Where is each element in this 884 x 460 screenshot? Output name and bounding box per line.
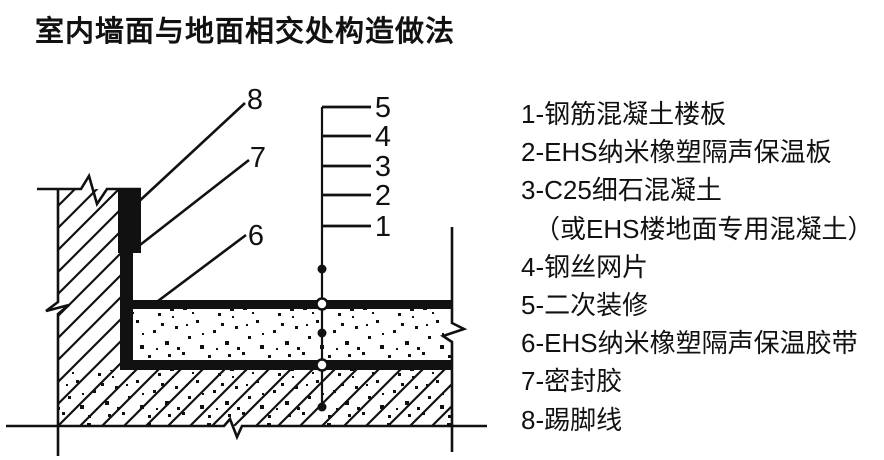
layer-marker-ring-mesh xyxy=(315,297,329,311)
ladder-label-2: 2 xyxy=(375,180,391,212)
legend-item-5: 5-二次装修 xyxy=(521,290,649,321)
wall-floor-section-diagram: 8 7 6 5 4 3 2 1 xyxy=(6,84,487,456)
skirting-board xyxy=(118,188,141,253)
callout-labels: 8 7 6 5 4 3 2 1 xyxy=(247,84,391,252)
insulation-tape-strip xyxy=(120,253,133,365)
callout-label-8: 8 xyxy=(247,84,263,116)
legend-item-7: 7-密封胶 xyxy=(521,366,623,397)
legend-item-1: 1-钢筋混凝土楼板 xyxy=(521,99,727,129)
layer-marker-ring-board xyxy=(315,358,329,372)
wall-top-edge-with-break xyxy=(37,172,141,208)
ladder-label-4: 4 xyxy=(375,121,391,153)
concrete-slab-layer xyxy=(58,370,452,426)
legend-item-3-note: （或EHS楼地面专用混凝土） xyxy=(534,213,874,244)
right-cut-edge-with-break xyxy=(440,227,468,452)
legend-item-8: 8-踢脚线 xyxy=(521,404,623,435)
c25-concrete-layer xyxy=(132,309,452,360)
wall-hatch-fill xyxy=(58,189,120,370)
leader-line-tape xyxy=(157,233,247,303)
legend-item-3: 3-C25细石混凝土 xyxy=(521,175,722,206)
ladder-label-5: 5 xyxy=(375,92,391,124)
insulation-board-layer xyxy=(120,360,452,370)
layer-marker-dot-c25 xyxy=(317,328,327,338)
floor-finish-layer xyxy=(132,300,452,309)
layer-marker-dot-finish xyxy=(317,264,327,274)
slab-bottom-edge-with-break xyxy=(6,416,487,441)
leader-line-sealant xyxy=(130,158,250,254)
layer-callout-ladder xyxy=(315,105,371,412)
leader-line-skirting xyxy=(133,102,246,207)
legend-item-2: 2-EHS纳米橡塑隔声保温板 xyxy=(521,137,832,168)
page-title: 室内墙面与地面相交处构造做法 xyxy=(35,16,456,48)
callout-label-6: 6 xyxy=(248,220,264,252)
ladder-label-1: 1 xyxy=(375,211,391,243)
layer-marker-dot-slab xyxy=(317,402,327,412)
callout-label-7: 7 xyxy=(250,142,266,174)
wall-left-edge-with-break xyxy=(45,189,70,456)
legend-item-4: 4-钢丝网片 xyxy=(521,251,649,282)
legend-item-6: 6-EHS纳米橡塑隔声保温胶带 xyxy=(521,328,858,359)
slab-speckle xyxy=(58,370,452,426)
legend: 1-钢筋混凝土楼板 2-EHS纳米橡塑隔声保温板 3-C25细石混凝土 （或EH… xyxy=(521,95,873,439)
ladder-label-3: 3 xyxy=(375,151,391,183)
